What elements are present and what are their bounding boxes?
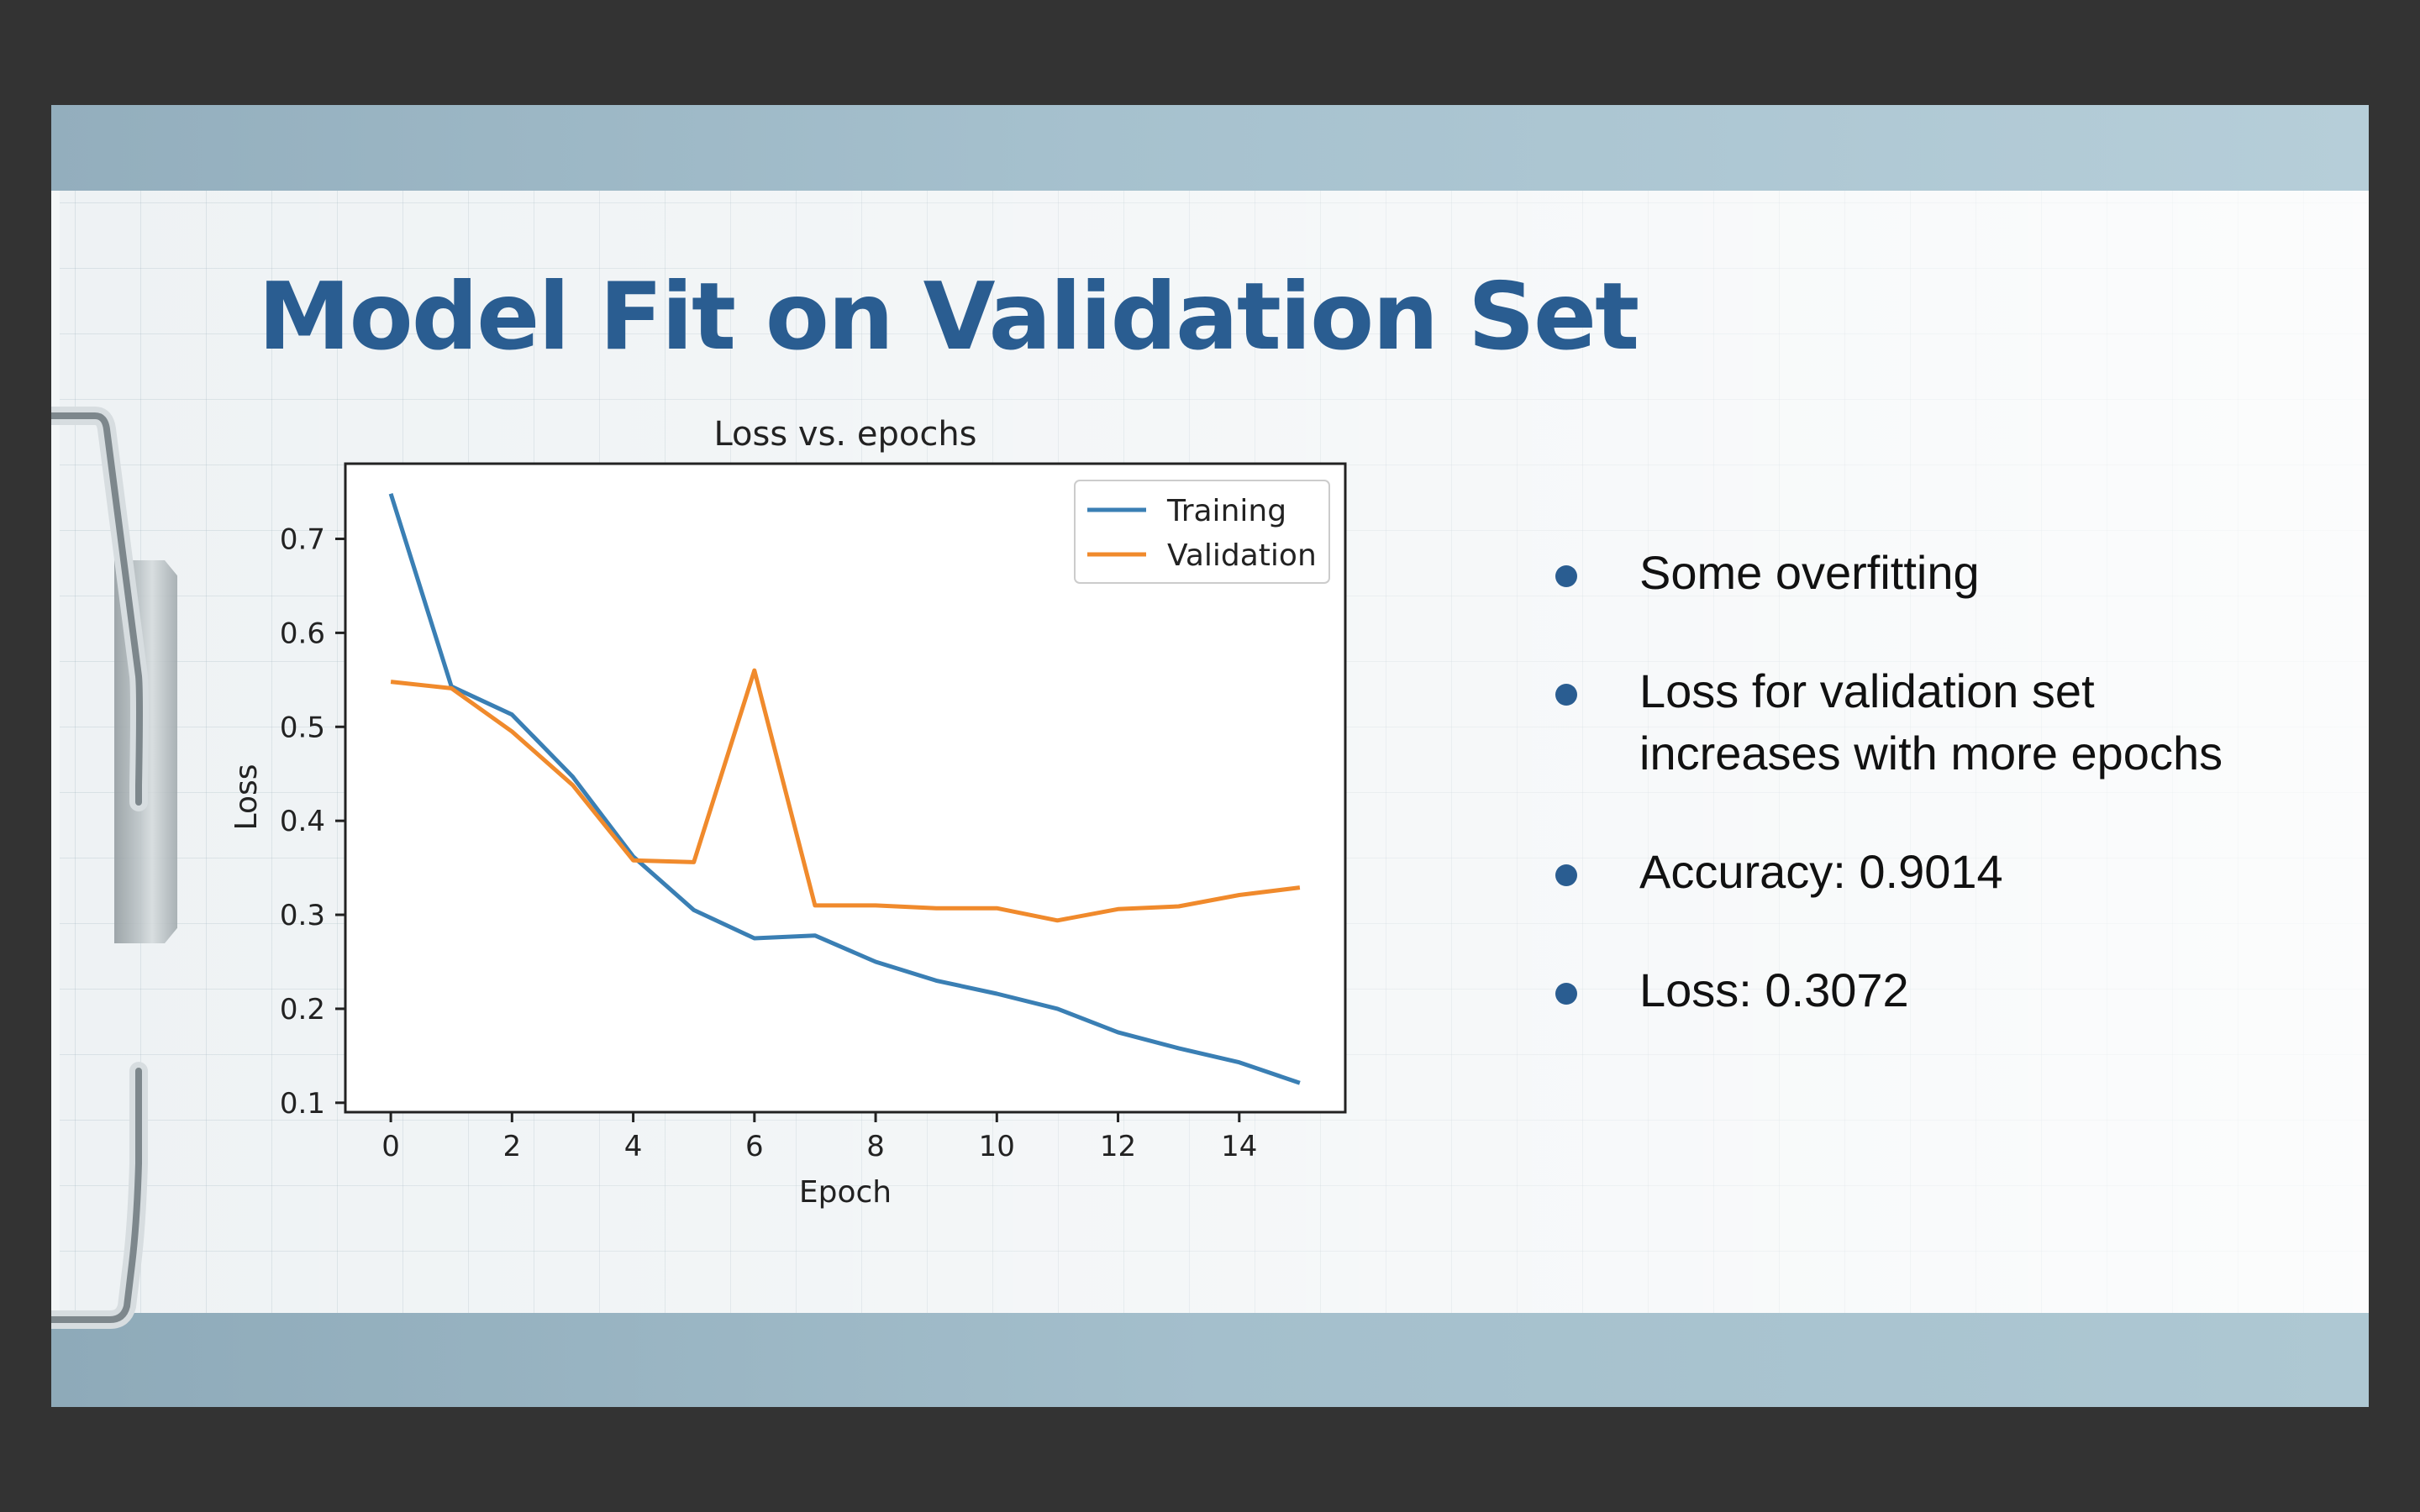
- bullet-item: Some overfitting: [1555, 542, 2278, 604]
- chart-title: Loss vs. epochs: [713, 415, 976, 454]
- x-tick-label: 4: [624, 1130, 643, 1163]
- slide: Model Fit on Validation Set 0 2 4 6 8 10 12 14 0…: [51, 105, 2369, 1407]
- series-line-validation: [390, 668, 1301, 923]
- y-tick-label: 0.4: [280, 805, 325, 838]
- bullet-item: Loss for validation set increases with m…: [1555, 660, 2278, 785]
- bullet-dot-icon: [1555, 565, 1577, 587]
- y-tick-label: 0.6: [280, 617, 325, 650]
- y-tick-label: 0.3: [280, 899, 325, 932]
- y-tick-label: 0.1: [280, 1087, 325, 1121]
- bullet-text: Loss for validation set increases with m…: [1639, 664, 2223, 780]
- x-tick-label: 2: [503, 1130, 522, 1163]
- bullet-text: Loss: 0.3072: [1639, 963, 1909, 1016]
- legend-label: Validation: [1167, 538, 1317, 573]
- slide-title: Model Fit on Validation Set: [258, 263, 1639, 371]
- x-tick-label: 12: [1100, 1130, 1136, 1163]
- y-tick-label: 0.2: [280, 993, 325, 1026]
- x-axis-label: Epoch: [799, 1175, 892, 1210]
- slide-top-band: [51, 105, 2369, 191]
- bullet-item: Loss: 0.3072: [1555, 959, 2278, 1021]
- y-tick-label: 0.7: [280, 523, 325, 557]
- bullet-dot-icon: [1555, 864, 1577, 886]
- bullet-text: Accuracy: 0.9014: [1639, 845, 2003, 898]
- bullet-list: Some overfitting Loss for validation set…: [1555, 542, 2278, 1078]
- slide-bottom-band: [51, 1313, 2369, 1407]
- x-tick-label: 6: [745, 1130, 764, 1163]
- loss-chart: 0 2 4 6 8 10 12 14 0.1 0.2 0.3 0.4 0.5 0.6 0.7 Training…: [229, 415, 1347, 1210]
- y-axis-label: Loss: [229, 764, 264, 831]
- x-tick-label: 10: [979, 1130, 1015, 1163]
- bullet-text: Some overfitting: [1639, 546, 1980, 599]
- x-tick-label: 8: [866, 1130, 885, 1163]
- legend-label: Training: [1166, 494, 1286, 528]
- bullet-item: Accuracy: 0.9014: [1555, 841, 2278, 903]
- legend-box: [1074, 480, 1330, 584]
- binder-clip-wire-icon: [51, 407, 149, 1329]
- bullet-dot-icon: [1555, 684, 1577, 706]
- x-tick-label: 14: [1221, 1130, 1257, 1163]
- x-tick-label: 0: [381, 1130, 400, 1163]
- y-tick-label: 0.5: [280, 711, 325, 744]
- series-line-training: [388, 493, 1301, 1085]
- bullet-dot-icon: [1555, 983, 1577, 1005]
